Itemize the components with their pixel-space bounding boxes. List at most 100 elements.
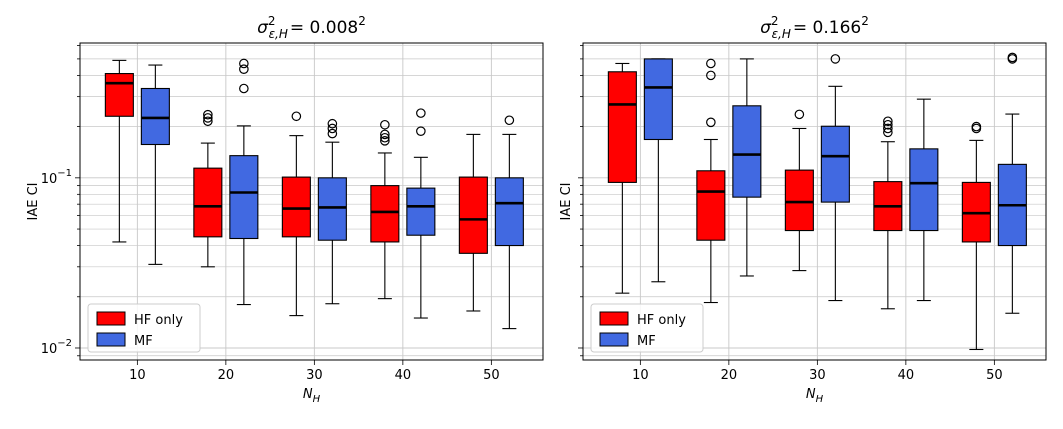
outlier-point xyxy=(883,119,893,130)
outlier-point xyxy=(971,121,982,132)
x-tick-label: 40 xyxy=(898,368,915,383)
outlier-point xyxy=(706,117,716,128)
box-mf-10 xyxy=(643,58,673,283)
outlier-point xyxy=(203,113,213,123)
box-body xyxy=(643,58,673,141)
box-body xyxy=(458,176,488,254)
box-hf-only-10 xyxy=(104,59,134,243)
box-body xyxy=(607,71,637,183)
legend-swatch xyxy=(96,311,126,326)
x-tick-label: 10 xyxy=(632,368,649,383)
outlier-point xyxy=(327,118,338,129)
legend-swatch xyxy=(599,332,629,347)
outlier-point xyxy=(380,132,390,143)
box-hf-only-30 xyxy=(784,109,814,272)
outlier-point xyxy=(203,109,213,120)
x-tick-label: 10 xyxy=(129,368,146,383)
legend: HF only MF xyxy=(87,303,201,353)
y-tick-label: 10−1 xyxy=(41,168,72,187)
outlier-point xyxy=(291,111,302,122)
y-axis-label: IAE CI xyxy=(559,183,574,221)
box-body xyxy=(406,187,436,236)
box-mf-30 xyxy=(820,54,850,302)
box-body xyxy=(193,167,223,238)
box-mf-40 xyxy=(406,108,436,319)
outlier-point xyxy=(706,70,716,81)
chart-title: σ2 ε,H = 0.0082 xyxy=(257,14,366,41)
outlier-point xyxy=(239,64,249,74)
box-hf-only-40 xyxy=(370,119,400,300)
axes-frame xyxy=(582,42,1047,361)
box-mf-20 xyxy=(732,58,762,277)
box-body xyxy=(317,177,347,241)
legend: HF only MF xyxy=(590,303,704,353)
outlier-point xyxy=(380,129,390,140)
legend-swatch xyxy=(96,332,126,347)
outlier-point xyxy=(416,126,426,136)
box-hf-only-50 xyxy=(961,121,991,351)
x-tick-label: 30 xyxy=(306,368,323,383)
x-axis-label: NH xyxy=(303,387,321,405)
box-body xyxy=(229,155,259,240)
x-tick-label: 40 xyxy=(395,368,412,383)
outlier-point xyxy=(706,58,716,69)
box-body xyxy=(140,87,170,146)
box-hf-only-20 xyxy=(193,109,223,268)
box-mf-30 xyxy=(317,118,347,305)
outlier-point xyxy=(883,116,893,127)
outlier-point xyxy=(504,115,515,126)
box-mf-10 xyxy=(140,64,170,265)
outlier-point xyxy=(883,127,893,138)
box-body xyxy=(494,177,524,247)
legend-swatch xyxy=(599,311,629,326)
box-body xyxy=(784,169,814,232)
outlier-point xyxy=(971,123,982,134)
y-axis-label: IAE CI xyxy=(26,183,41,221)
box-hf-only-50 xyxy=(458,133,488,312)
box-body xyxy=(820,125,850,203)
box-body xyxy=(370,185,400,243)
subplot-2: 10 20 30 40 50 IAE CI NH σ2 ε,H = 0.1662 HF only MF xyxy=(559,14,1047,405)
box-hf-only-30 xyxy=(281,111,311,317)
box-body xyxy=(281,176,311,238)
subplot-1: 10 20 30 40 50 10−1 10−2 IAE CI NH σ2 ε,H = 0.0082 H… xyxy=(26,14,544,405)
outlier-point xyxy=(1007,52,1018,63)
outlier-point xyxy=(380,136,390,146)
axes-frame xyxy=(79,42,544,361)
box-body xyxy=(696,170,726,241)
box-mf-20 xyxy=(229,58,259,306)
box-hf-only-10 xyxy=(607,62,637,294)
box-body xyxy=(732,105,762,198)
box-body xyxy=(104,73,134,117)
box-hf-only-20 xyxy=(696,58,726,304)
x-tick-label: 50 xyxy=(483,368,500,383)
box-mf-50 xyxy=(494,115,524,330)
box-hf-only-40 xyxy=(873,116,903,310)
outlier-point xyxy=(327,123,338,134)
legend-label: HF only xyxy=(637,313,686,328)
outlier-point xyxy=(416,108,426,118)
outlier-point xyxy=(239,58,249,69)
outlier-point xyxy=(203,116,213,127)
outlier-point xyxy=(794,109,805,120)
outlier-point xyxy=(239,83,249,94)
outlier-point xyxy=(327,128,338,139)
y-tick-label: 10−2 xyxy=(41,338,72,357)
x-tick-label: 30 xyxy=(809,368,826,383)
x-axis-label: NH xyxy=(806,387,824,405)
x-tick-label: 20 xyxy=(218,368,235,383)
x-tick-label: 50 xyxy=(986,368,1003,383)
outlier-point xyxy=(883,123,893,134)
legend-label: MF xyxy=(637,334,656,349)
legend-label: MF xyxy=(134,334,153,349)
box-mf-50 xyxy=(997,52,1027,314)
legend-label: HF only xyxy=(134,313,183,328)
outlier-point xyxy=(380,119,390,130)
chart-title: σ2 ε,H = 0.1662 xyxy=(760,14,869,41)
box-mf-40 xyxy=(909,98,939,302)
box-body xyxy=(909,148,939,232)
x-tick-label: 20 xyxy=(721,368,738,383)
outlier-point xyxy=(830,54,841,64)
